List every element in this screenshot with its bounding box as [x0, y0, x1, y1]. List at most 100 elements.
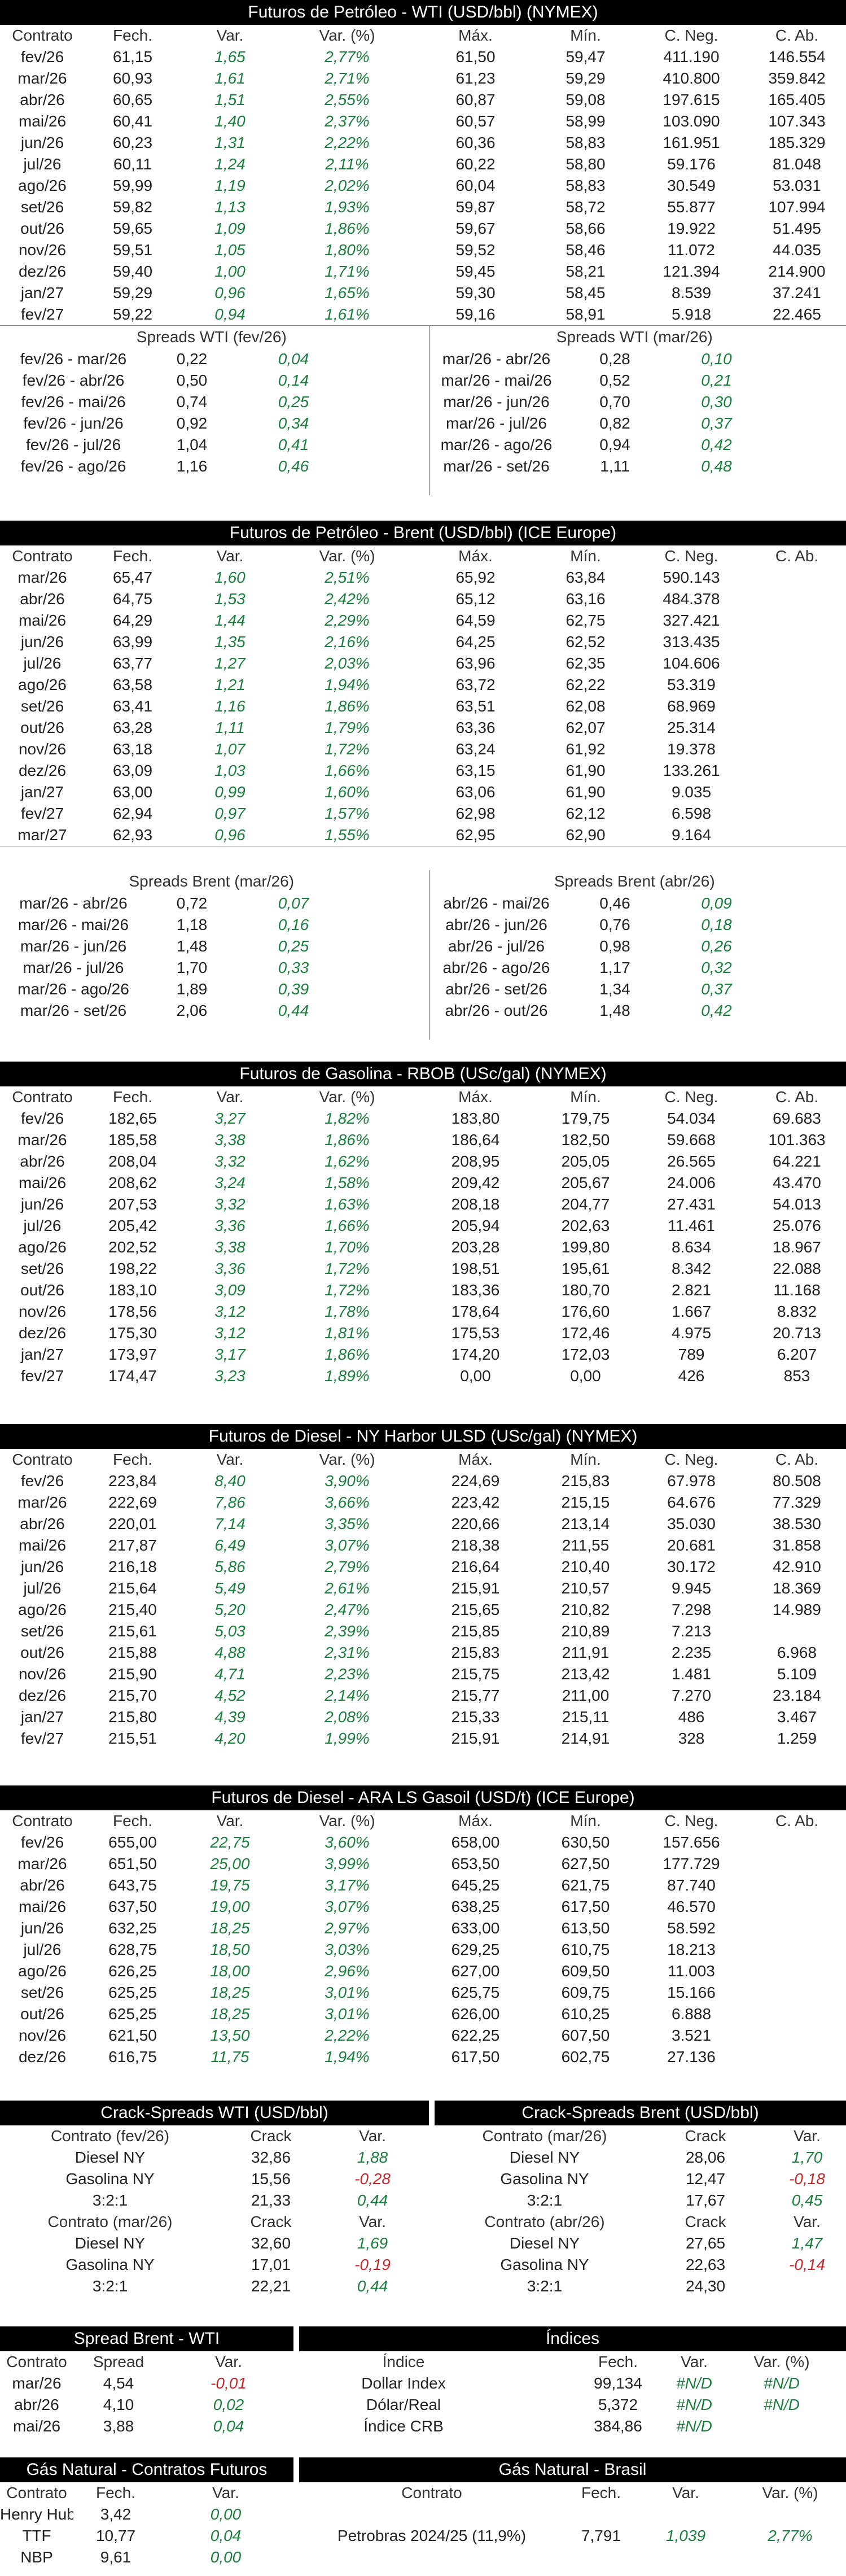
- table-cell: 0,50: [176, 372, 208, 389]
- table-cell: 2,42%: [325, 590, 370, 608]
- table-cell: 59,29: [566, 69, 606, 87]
- column-header: Var.: [681, 2353, 708, 2370]
- table-cell: 0,46: [278, 457, 309, 475]
- crack-brent-table: Contrato (mar/26) Crack Var. Diesel NY 28,06…: [435, 2125, 846, 2297]
- table-cell: [728, 2416, 835, 2437]
- table-cell: 658,00: [451, 1833, 500, 1851]
- table-cell: 65,47: [112, 569, 153, 586]
- table-cell: 185.329: [768, 134, 826, 151]
- table-cell: dez/26: [18, 1324, 67, 1342]
- table-cell: 1,62%: [325, 1152, 370, 1170]
- table-cell: 0,02: [213, 2396, 244, 2413]
- table-cell: 626,00: [451, 2005, 500, 2023]
- table-cell: 4,10: [103, 2396, 134, 2413]
- table-cell: 223,42: [451, 1494, 500, 1511]
- column-header: Máx.: [458, 1812, 493, 1830]
- table-cell: 62,90: [566, 826, 606, 844]
- table-cell: 3,01%: [325, 1984, 370, 2001]
- column-header: C. Neg.: [664, 547, 718, 565]
- table-row: fev/26 - jul/26 1,04 0,41: [0, 434, 423, 456]
- table-cell: [748, 588, 846, 610]
- table-cell: 25.314: [667, 719, 716, 736]
- table-cell: 1,86%: [325, 1131, 370, 1149]
- table-row: mar/26 - ago/26 1,89 0,39: [0, 979, 423, 1000]
- table-cell: 63,51: [455, 697, 496, 715]
- table-cell: 2,11%: [325, 155, 369, 173]
- table-cell: #N/D: [676, 2417, 712, 2435]
- table-cell: 22,21: [251, 2277, 291, 2295]
- table-cell: 31.858: [773, 1536, 821, 1554]
- table-cell: 14.989: [773, 1601, 821, 1618]
- table-cell: 62,75: [566, 612, 606, 629]
- table-cell: 3,36: [214, 1217, 246, 1234]
- column-header: Contrato: [12, 27, 73, 44]
- table-cell: #N/D: [676, 2374, 712, 2392]
- table-cell: 215,83: [451, 1644, 500, 1661]
- table-cell: #N/D: [764, 2396, 800, 2413]
- table-row: 3:2:1 24,30: [435, 2276, 846, 2297]
- table-cell: out/26: [20, 719, 64, 736]
- table-cell: 215,75: [451, 1665, 500, 1683]
- table-cell: 11.168: [773, 1281, 821, 1299]
- table-cell: 25,00: [210, 1855, 250, 1872]
- table-cell: 183,10: [108, 1281, 157, 1299]
- rbob-title: Futuros de Gasolina - RBOB (USc/gal) (NY…: [0, 1062, 846, 1086]
- table-cell: mai/26: [18, 1898, 67, 1915]
- table-cell: [748, 1982, 846, 2003]
- table-cell: 65,92: [455, 569, 496, 586]
- table-cell: 59,47: [566, 48, 606, 66]
- table-cell: 224,69: [451, 1472, 500, 1490]
- table-row: nov/26 215,90 4,71 2,23% 215,75 213,42 1.481 5.…: [0, 1664, 846, 1685]
- column-header: Mín.: [570, 1088, 601, 1106]
- table-row: dez/26 63,09 1,03 1,66% 63,15 61,90 133.261: [0, 760, 846, 781]
- table-row: Diesel NY 28,06 1,70: [435, 2147, 846, 2168]
- table-cell: 651,50: [108, 1855, 157, 1872]
- table-cell: 2,51%: [325, 569, 370, 586]
- table-row: set/26 63,41 1,16 1,86% 63,51 62,08 68.969: [0, 696, 846, 717]
- column-header: Contrato: [12, 1088, 73, 1106]
- table-cell: 655,00: [108, 1833, 157, 1851]
- table-cell: 1,86%: [325, 697, 370, 715]
- table-cell: 64.676: [667, 1494, 716, 1511]
- table-cell: 1,44: [214, 612, 246, 629]
- table-cell: 1,61%: [325, 305, 370, 323]
- table-row: abr/26 - out/26 1,48 0,42: [423, 1000, 846, 1021]
- table-cell: 210,82: [561, 1601, 610, 1618]
- table-cell: 789: [678, 1346, 705, 1363]
- crack-wti-title: Crack-Spreads WTI (USD/bbl): [0, 2101, 429, 2125]
- brent-section: Futuros de Petróleo - Brent (USD/bbl) (I…: [0, 521, 846, 1040]
- table-cell: 63,06: [455, 783, 496, 801]
- table-cell: 21,33: [251, 2191, 291, 2209]
- table-cell: 60,57: [455, 112, 496, 130]
- table-cell: 0,28: [599, 350, 630, 368]
- table-cell: [748, 567, 846, 588]
- table-cell: 211,55: [562, 1536, 610, 1554]
- brent-wti-table: Contrato Spread Var. mar/26 4,54 -0,01 abr/26 4…: [0, 2351, 293, 2437]
- table-cell: [748, 1896, 846, 1918]
- table-cell: 0,22: [176, 350, 208, 368]
- table-cell: 1,72%: [325, 1260, 370, 1277]
- table-cell: 198,51: [451, 1260, 500, 1277]
- table-cell: 8.342: [671, 1260, 712, 1277]
- table-cell: 1,58%: [325, 1174, 370, 1191]
- table-cell: 22,75: [210, 1833, 250, 1851]
- table-cell: 186,64: [451, 1131, 500, 1149]
- table-cell: 59,16: [455, 305, 496, 323]
- table-cell: 205,05: [561, 1152, 610, 1170]
- table-cell: 20.681: [667, 1536, 716, 1554]
- column-header: Fech.: [598, 2353, 638, 2370]
- table-row: fev/27 215,51 4,20 1,99% 215,91 214,91 328 1.25…: [0, 1728, 846, 1749]
- table-cell: 1,86%: [325, 1346, 370, 1363]
- table-cell: 215,83: [561, 1472, 610, 1490]
- column-header: Var.: [672, 2484, 699, 2501]
- table-cell: [748, 1621, 846, 1642]
- table-cell: 18.213: [667, 1941, 716, 1958]
- table-cell: 5,03: [214, 1622, 246, 1640]
- table-row: jun/26 63,99 1,35 2,16% 64,25 62,52 313.435: [0, 631, 846, 653]
- table-cell: ago/26: [18, 1962, 67, 1980]
- table-cell: 215,11: [562, 1708, 610, 1726]
- table-cell: 30.172: [667, 1558, 716, 1575]
- table-cell: [748, 610, 846, 631]
- table-cell: 3,17%: [325, 1876, 370, 1894]
- table-cell: 161.951: [663, 134, 720, 151]
